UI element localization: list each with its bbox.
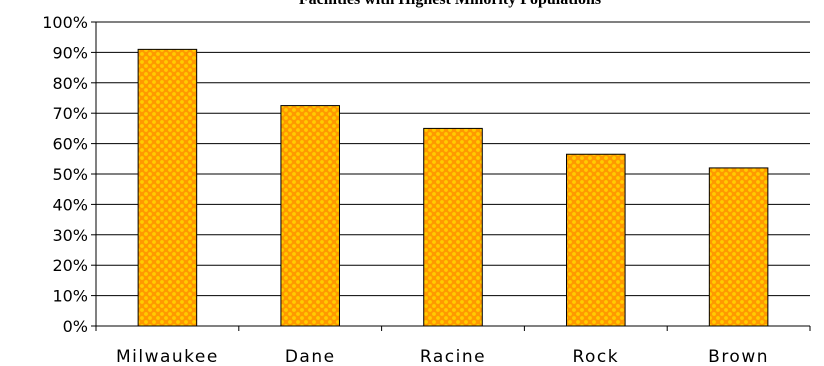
y-tick-label: 20% (52, 256, 88, 275)
y-tick-labels: 0% 10% 20% 30% 40% 50% 60% 70% 80% 90% 100% (42, 13, 88, 336)
x-category-labels: Milwaukee Dane Racine Rock Brown (116, 347, 769, 366)
y-tick-label: 10% (52, 287, 88, 306)
bar-brown (708, 167, 769, 327)
bars (137, 48, 769, 327)
y-tick-label: 0% (63, 317, 88, 336)
y-tick-label: 80% (52, 74, 88, 93)
x-category-label: Dane (285, 347, 336, 366)
x-category-label: Racine (420, 347, 486, 366)
bar-rock (566, 153, 626, 327)
chart-title: Facilities with Highest Minority Populat… (299, 0, 601, 8)
y-tick-label: 50% (52, 165, 88, 184)
x-category-label: Brown (708, 347, 769, 366)
y-tick-label: 100% (42, 13, 88, 32)
x-category-label: Milwaukee (116, 347, 219, 366)
bar-dane (280, 105, 340, 327)
bar-milwaukee (137, 48, 198, 327)
x-category-label: Rock (572, 347, 619, 366)
y-tick-label: 30% (52, 226, 88, 245)
y-tick-label: 60% (52, 135, 88, 154)
y-tick-label: 90% (52, 43, 88, 62)
bar-racine (423, 127, 483, 327)
y-tick-label: 70% (52, 104, 88, 123)
y-tick-label: 40% (52, 195, 88, 214)
